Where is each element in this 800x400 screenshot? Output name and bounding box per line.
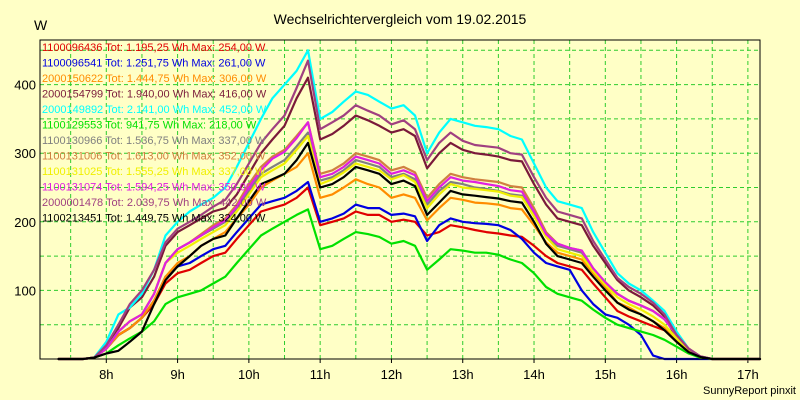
- x-tick-label: 16h: [666, 367, 688, 382]
- plot-frame: [39, 39, 761, 360]
- y-tick-label: 300: [14, 146, 36, 161]
- y-tick-label: 200: [14, 215, 36, 230]
- legend-entry-2000154799: 2000154799 Tot: 1.940,00 Wh Max: 416,00 …: [42, 89, 267, 101]
- legend-entry-2000149892: 2000149892 Tot: 2.141,00 Wh Max: 452,00 …: [42, 104, 267, 116]
- legend-entry-1100131006: 1100131006 Tot: 1.613,00 Wh Max: 352,00 …: [42, 151, 266, 163]
- legend-entry-1100213451: 1100213451 Tot: 1.449,75 Wh Max: 324,00 …: [42, 213, 266, 225]
- series-line-1100131025: [57, 134, 762, 361]
- x-tick-label: 11h: [310, 367, 331, 382]
- x-tick-label: 14h: [523, 367, 545, 382]
- y-axis-ticks: 100 200 300 400: [14, 78, 36, 299]
- series-line-1100129553: [57, 208, 762, 361]
- legend-entry-1100131025: 1100131025 Tot: 1.555,25 Wh Max: 337,00 …: [42, 166, 266, 178]
- series-line-2000154799: [57, 76, 762, 361]
- y-tick-label: 100: [14, 283, 36, 298]
- x-tick-label: 17h: [737, 367, 759, 382]
- x-tick-label: 13h: [452, 367, 474, 382]
- legend-entry-1100129553: 1100129553 Tot: 941,75 Wh Max: 218,00 W: [42, 120, 257, 132]
- series-line-2000001478: [57, 59, 762, 361]
- credit-label: SunnyReport pinxit: [703, 385, 796, 397]
- series-line-1100096541: [57, 180, 762, 361]
- legend-entry-1100096436: 1100096436 Tot: 1.195,25 Wh Max: 254,00 …: [42, 42, 266, 54]
- legend-entry-2000150622: 2000150622 Tot: 1.444,75 Wh Max: 306,00 …: [42, 73, 267, 85]
- chart-title: Wechselrichtervergleich vom 19.02.2015: [274, 11, 527, 27]
- series-line-1100131074: [57, 121, 762, 361]
- x-tick-label: 12h: [381, 367, 403, 382]
- series-line-2000149892: [57, 49, 762, 361]
- x-axis-ticks: 8h 9h 10h 11h 12h 13h 14h 15h 16h 17h: [99, 359, 759, 382]
- legend-entry-1100096541: 1100096541 Tot: 1.251,75 Wh Max: 261,00 …: [42, 58, 266, 70]
- series-lines: [57, 49, 762, 361]
- x-tick-label: 8h: [99, 367, 113, 382]
- y-tick-label: 400: [14, 78, 36, 93]
- x-tick-label: 15h: [594, 367, 616, 382]
- series-line-1100213451: [57, 141, 762, 361]
- y-axis-unit-label: W: [34, 17, 48, 33]
- x-tick-label: 9h: [170, 367, 184, 382]
- legend-entry-1100130966: 1100130966 Tot: 1.536,75 Wh Max: 337,00 …: [42, 135, 266, 147]
- legend-entry-1100131074: 1100131074 Tot: 1.594,25 Wh Max: 350,00 …: [42, 182, 266, 194]
- legend-entry-2000001478: 2000001478 Tot: 2.039,75 Wh Max: 442,00 …: [42, 197, 267, 209]
- series-line-1100096436: [57, 186, 762, 361]
- x-tick-label: 10h: [238, 367, 260, 382]
- legend: 1100096436 Tot: 1.195,25 Wh Max: 254,00 …: [42, 42, 267, 225]
